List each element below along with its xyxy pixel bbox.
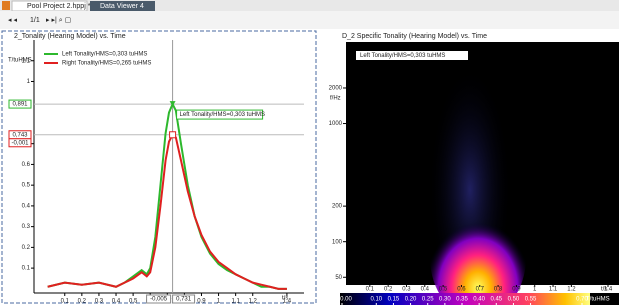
colorbar-label: 0.45 [490, 297, 502, 303]
toolbar-nav[interactable]: ▸ ▸| ⌕ ▢ [46, 17, 71, 24]
left-panel-frame [2, 31, 316, 303]
x-tick-label: 1.1 [231, 299, 240, 305]
y-tick-label: 0.2 [22, 245, 31, 251]
colorbar-label: 0.35 [456, 297, 468, 303]
toolbar-nav[interactable]: ◂ ◂ [8, 17, 17, 24]
colorbar-label: 0.10 [370, 297, 382, 303]
y-tick-label: 1.1 [22, 58, 31, 64]
y-unit: f/Hz [330, 96, 341, 102]
app-icon [2, 1, 10, 10]
cursor-diff-label: -0,001 [11, 140, 29, 146]
x-tick-label: 0.6 [457, 287, 466, 293]
y-tick-label: 1000 [329, 121, 343, 127]
x-tick-label: 1.2 [567, 287, 576, 293]
colorbar-label: 0.55 [525, 297, 537, 303]
x-tick-label: 0.2 [384, 287, 393, 293]
x-tick-label: 0.7 [476, 287, 485, 293]
tooltip: Left Tonality/HMS=0,303 tuHMS [180, 112, 265, 118]
legend-label: Right Tonality/HMS=0,265 tuHMS [62, 61, 151, 67]
x-tick-label: 0.1 [366, 287, 375, 293]
colorbar-label: 0.70 [576, 297, 588, 303]
x-tick-label: 0.8 [494, 287, 503, 293]
x-tick-label: 1.1 [549, 287, 558, 293]
colorbar-label: 0.50 [508, 297, 520, 303]
cursor-x-label: 0,731 [176, 297, 192, 303]
x-tick-label: 0.5 [129, 299, 138, 305]
x-tick-label: 0.9 [197, 299, 206, 305]
x-tick-label: 0.2 [78, 299, 87, 305]
cursor-y1-label: 0,891 [12, 102, 28, 108]
x-tick-label: 0.4 [112, 299, 121, 305]
colorbar-unit: T/tuHMS [586, 297, 610, 303]
tab-label: Data Viewer 4 [100, 3, 144, 10]
y-tick-label: 0.5 [22, 183, 31, 189]
x-tick-label: 0.3 [95, 299, 104, 305]
y-tick-label: 0.4 [22, 203, 31, 209]
series-line [48, 104, 287, 289]
x-tick-label: 0.4 [421, 287, 430, 293]
left-title: 2_Tonality (Hearing Model) vs. Time [14, 33, 126, 40]
x-tick-label: 1.4 [604, 287, 613, 293]
y-tick-label: 100 [332, 239, 343, 245]
x-tick-label: 0.3 [402, 287, 411, 293]
x-tick-label: 1.4 [283, 299, 292, 305]
colorbar-label: 0.15 [388, 297, 400, 303]
colorbar-label: 0.00 [340, 297, 352, 303]
x-tick-label: 1.2 [249, 299, 258, 305]
toolbar [0, 11, 619, 29]
y-tick-label: 1 [27, 79, 31, 85]
right-title: D_2 Specific Tonality (Hearing Model) vs… [342, 33, 487, 40]
y-tick-label: 50 [335, 275, 342, 281]
x-tick-label: 0.9 [512, 287, 521, 293]
y-tick-label: 0.3 [22, 224, 31, 230]
legend-label: Left Tonality/HMS=0,303 tuHMS [62, 52, 147, 58]
page-indicator: 1/1 [30, 17, 40, 24]
x-tick-label: 0.5 [439, 287, 448, 293]
y-tick-label: 2000 [329, 86, 343, 92]
page: {"tabs":["Pool Project 2.hppj *","Data V… [0, 0, 619, 305]
y-tick-label: 200 [332, 204, 343, 210]
x-tick-label: 1 [217, 299, 221, 305]
cursor-marker [170, 132, 176, 138]
colorbar-label: 0.20 [405, 297, 417, 303]
cursor-delta-label: -0,005 [150, 297, 168, 303]
series-line [48, 135, 287, 289]
tab-label: Pool Project 2.hppj * [27, 3, 91, 10]
right-label: Left Tonality/HMS=0,303 tuHMS [360, 53, 445, 59]
y-tick-label: 0.1 [22, 266, 31, 272]
colorbar-label: 0.30 [439, 297, 451, 303]
colorbar-label: 0.25 [422, 297, 434, 303]
cursor-y2-label: 0,743 [12, 132, 28, 138]
y-tick-label: 0.6 [22, 162, 31, 168]
screen: Pool Project 2.hppj * Data Viewer 4 ◂ ◂ … [0, 0, 619, 305]
colorbar-label: 0.40 [473, 297, 485, 303]
x-tick-label: 0.1 [61, 299, 70, 305]
